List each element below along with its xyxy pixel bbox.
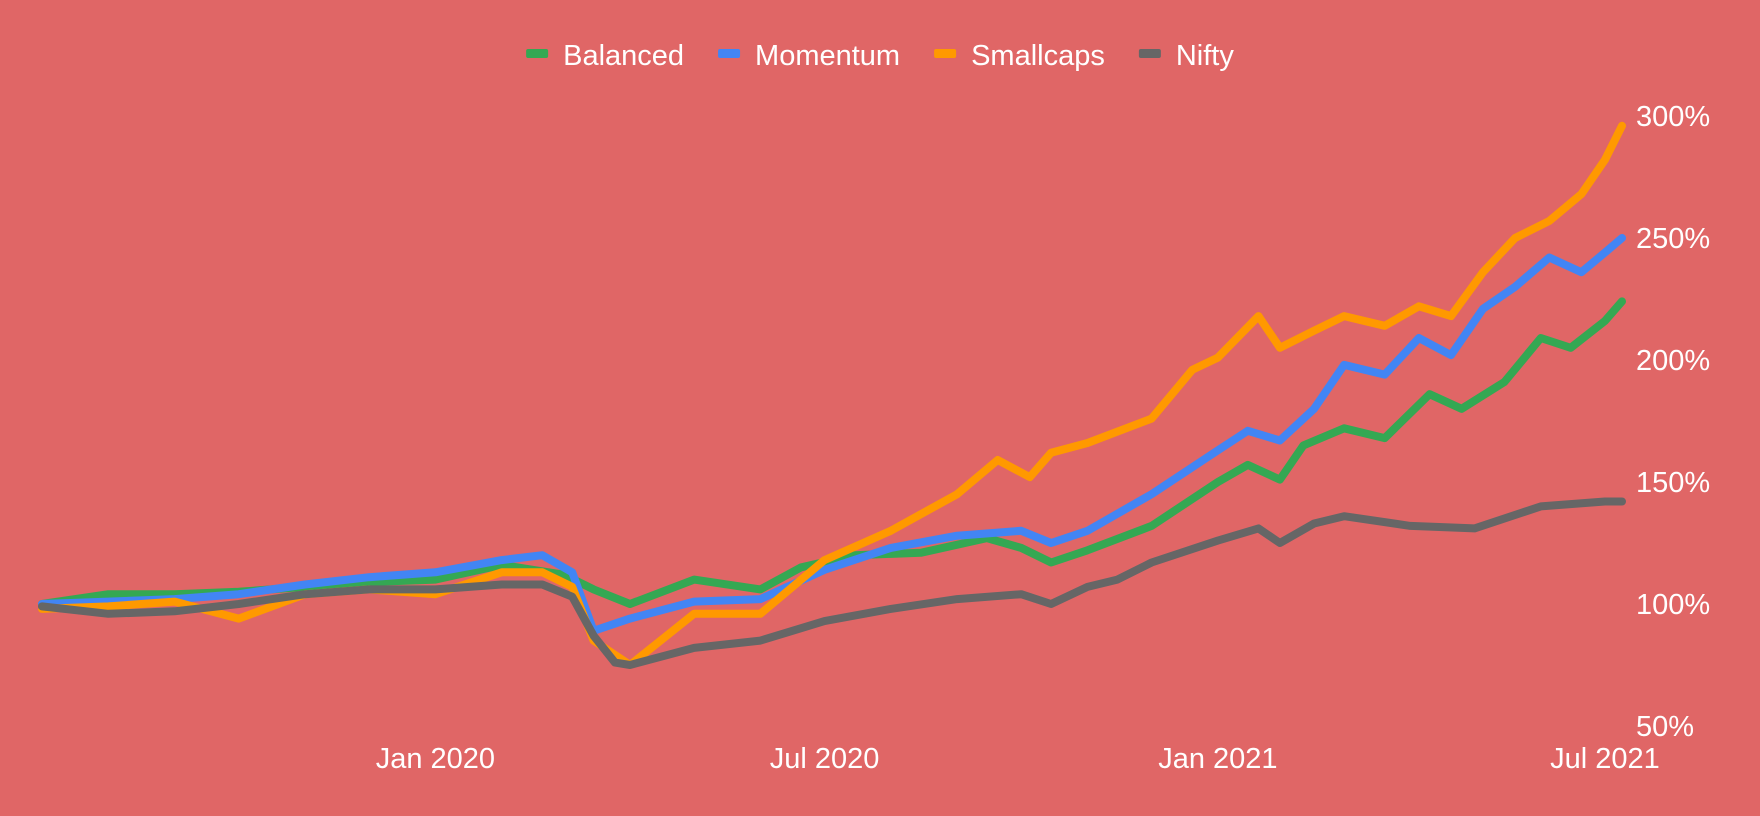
y-tick-label: 100% xyxy=(1636,589,1710,621)
legend-label: Momentum xyxy=(755,40,900,72)
legend-swatch xyxy=(718,49,741,58)
y-tick-label: 250% xyxy=(1636,223,1710,255)
y-tick-label: 50% xyxy=(1636,711,1694,743)
x-tick-label: Jul 2021 xyxy=(1550,743,1660,775)
series-line-smallcaps xyxy=(38,121,1626,669)
legend-swatch xyxy=(526,49,549,58)
legend-item-balanced: Balanced xyxy=(526,40,684,72)
series-line-balanced xyxy=(38,297,1626,608)
x-axis: Jan 2020 Jul 2020 Jan 2021 Jul 2021 xyxy=(376,743,1660,775)
legend-swatch xyxy=(934,49,957,58)
plot-area xyxy=(38,121,1626,669)
y-tick-label: 150% xyxy=(1636,467,1710,499)
x-tick-label: Jan 2020 xyxy=(376,743,495,775)
legend: Balanced Momentum Smallcaps Nifty xyxy=(526,40,1234,72)
legend-label: Smallcaps xyxy=(971,40,1105,72)
y-axis: 300% 250% 200% 150% 100% 50% xyxy=(1636,101,1710,743)
series-line-momentum xyxy=(38,234,1626,635)
legend-item-smallcaps: Smallcaps xyxy=(934,40,1105,72)
y-tick-label: 200% xyxy=(1636,345,1710,377)
x-tick-label: Jul 2020 xyxy=(770,743,880,775)
legend-item-nifty: Nifty xyxy=(1138,40,1235,72)
y-tick-label: 300% xyxy=(1636,101,1710,133)
legend-label: Balanced xyxy=(563,40,684,72)
legend-swatch xyxy=(1138,49,1161,58)
x-tick-label: Jan 2021 xyxy=(1158,743,1277,775)
legend-item-momentum: Momentum xyxy=(718,40,900,72)
legend-label: Nifty xyxy=(1176,40,1235,72)
series-line-nifty xyxy=(38,497,1626,669)
